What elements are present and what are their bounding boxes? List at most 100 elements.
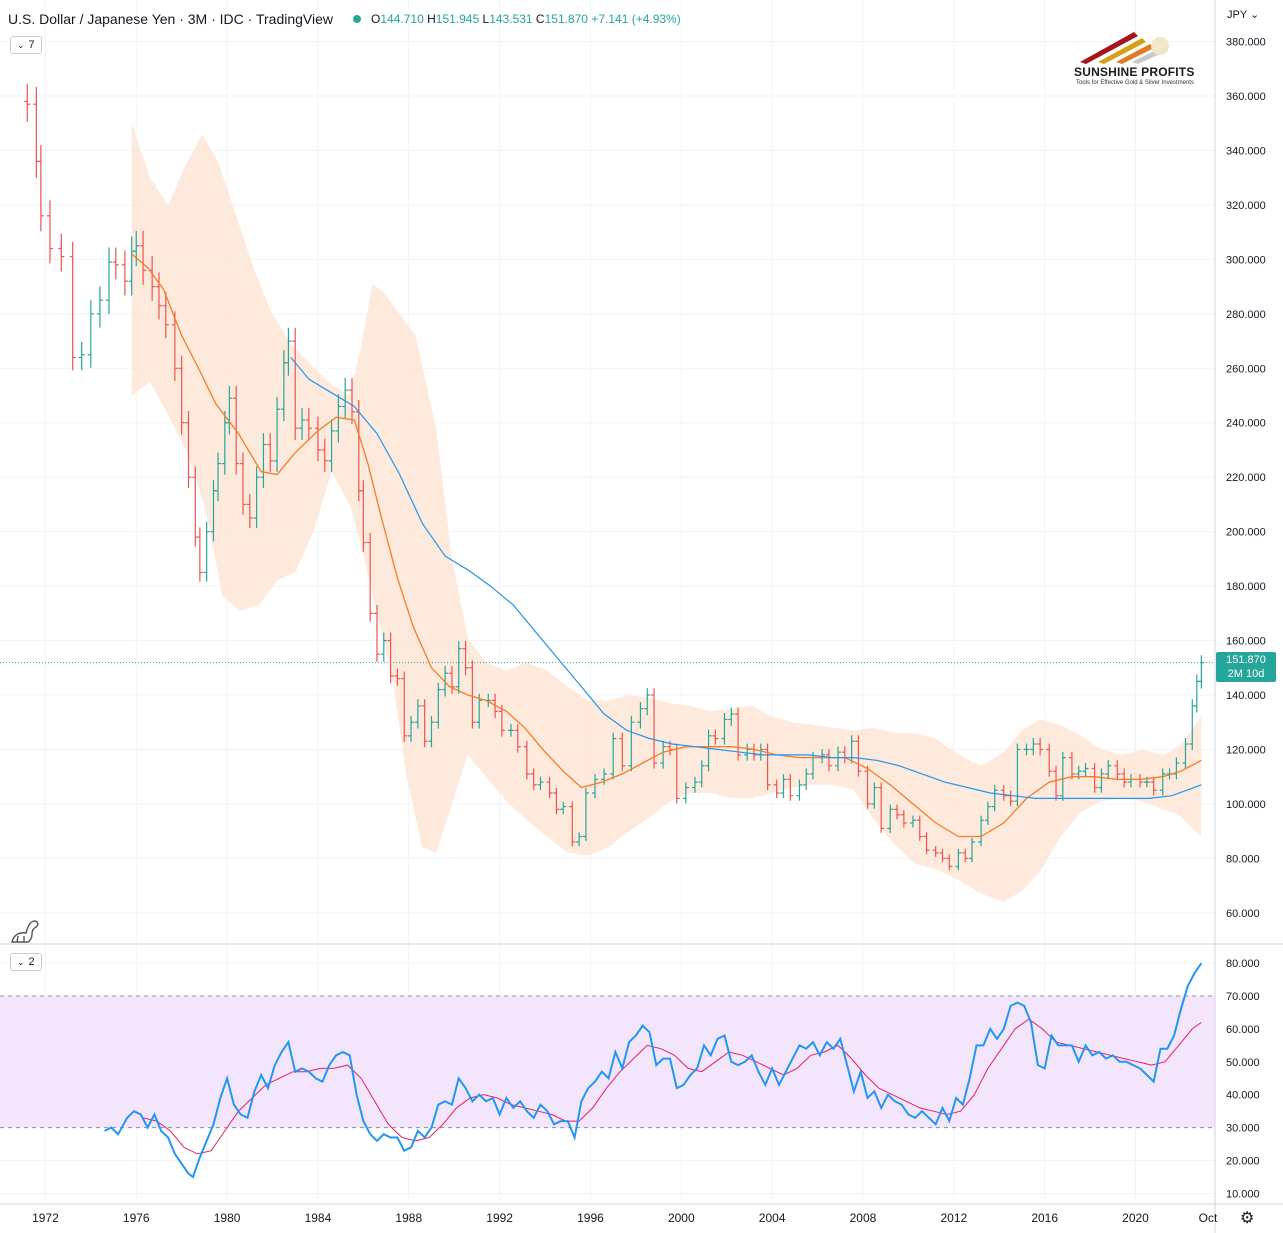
ohlc-bar xyxy=(1053,765,1060,801)
ohlc-bar xyxy=(46,200,53,264)
ohlc-bar xyxy=(955,848,962,871)
ohlc-bar xyxy=(305,408,312,440)
ohlc-bar xyxy=(637,701,644,729)
ohlc-bar xyxy=(537,776,544,791)
y-tick-label: 320.000 xyxy=(1226,200,1266,212)
logo-rays-icon xyxy=(1080,32,1169,64)
indicator-legend-count: 2 xyxy=(28,956,35,968)
x-tick-label: 2016 xyxy=(1031,1211,1058,1225)
ohlc-bar xyxy=(523,740,530,780)
ohlc-bar xyxy=(215,452,222,502)
x-tick-label: 2000 xyxy=(668,1211,695,1225)
ohlc-bar xyxy=(394,668,401,686)
ohlc-bar xyxy=(728,707,735,726)
y-tick-label: 220.000 xyxy=(1226,472,1266,484)
ohlc-bar xyxy=(569,801,576,847)
ohlc-bar xyxy=(1068,751,1075,780)
ohlc-bar xyxy=(408,715,415,742)
ohlc-bar xyxy=(360,480,367,553)
settings-gear-icon[interactable]: ⚙ xyxy=(1240,1210,1255,1227)
y-tick-label: 240.000 xyxy=(1226,418,1266,430)
ohlc-bar xyxy=(387,632,394,684)
sunshine-profits-logo: SUNSHINE PROFITS Tools for Effective Gol… xyxy=(1072,24,1202,90)
ohlc-bar xyxy=(1030,738,1037,756)
y-tick-label: 140.000 xyxy=(1226,690,1266,702)
ohlc-bar xyxy=(1023,743,1030,756)
ohlc-bar xyxy=(796,779,803,801)
rsi-y-tick-label: 10.000 xyxy=(1226,1188,1260,1200)
ohlc-bar xyxy=(835,746,842,772)
ohlc-bar xyxy=(507,724,514,737)
ohlc-bar xyxy=(991,785,998,812)
ohlc-bar xyxy=(435,682,442,729)
ohlc-bar xyxy=(349,377,356,424)
dinosaur-icon xyxy=(11,920,39,943)
main-legend-toggle[interactable]: ⌄ 7 xyxy=(10,36,42,54)
ohlc-bar xyxy=(498,704,505,737)
ohlc-bar xyxy=(1046,743,1053,777)
ohlc-bar xyxy=(978,815,985,847)
rsi-y-tick-label: 20.000 xyxy=(1226,1156,1260,1168)
ohlc-bar xyxy=(721,713,728,745)
last-price-value: 151.870 xyxy=(1226,654,1266,666)
ohlc-bar xyxy=(864,765,871,809)
ohlc-bar xyxy=(37,144,44,232)
x-tick-label: 1984 xyxy=(305,1211,332,1225)
ohlc-bar xyxy=(380,632,387,662)
chevron-down-icon: ⌄ xyxy=(17,956,25,967)
ohlc-bar xyxy=(923,832,930,855)
ohlc-bar xyxy=(1082,762,1089,777)
ohlc-bar xyxy=(69,241,76,371)
ohlc-values: O144.710 H151.945 L143.531 C151.870 +7.1… xyxy=(371,12,681,26)
logo-brand: SUNSHINE PROFITS xyxy=(1074,65,1195,79)
ohlc-bar xyxy=(253,466,260,529)
y-tick-label: 260.000 xyxy=(1226,363,1266,375)
ohlc-bar xyxy=(226,386,233,435)
y-tick-label: 200.000 xyxy=(1226,527,1266,539)
ohlc-bar xyxy=(321,438,328,472)
change-value: +7.141 (+4.93%) xyxy=(591,12,681,26)
currency-selector[interactable]: JPY ⌄ xyxy=(1227,8,1259,21)
ohlc-bar xyxy=(292,327,299,440)
rsi-y-tick-label: 30.000 xyxy=(1226,1123,1260,1135)
indicator-legend-toggle[interactable]: ⌄ 2 xyxy=(10,953,42,971)
ohlc-bar xyxy=(1105,760,1112,780)
ohlc-bar xyxy=(367,532,374,622)
ohlc-bar xyxy=(421,699,428,748)
ohlc-bar xyxy=(855,735,862,777)
ohlc-bar xyxy=(1182,738,1189,769)
ohlc-bar xyxy=(1059,751,1066,801)
ohlc-bar xyxy=(155,272,162,320)
ohlc-bar xyxy=(462,641,469,676)
low-value: 143.531 xyxy=(489,12,533,26)
y-tick-label: 280.000 xyxy=(1226,309,1266,321)
close-value: 151.870 xyxy=(544,12,588,26)
ohlc-bar xyxy=(894,804,901,820)
rsi-band xyxy=(0,995,1215,1129)
rsi-y-tick-label: 80.000 xyxy=(1226,958,1260,970)
chevron-down-icon: ⌄ xyxy=(17,39,25,50)
ohlc-bar xyxy=(984,801,991,825)
x-tick-label: 2020 xyxy=(1122,1211,1149,1225)
x-tick-label: 1972 xyxy=(32,1211,59,1225)
ohlc-bar xyxy=(939,848,946,863)
y-tick-label: 160.000 xyxy=(1226,636,1266,648)
ohlc-bar xyxy=(651,688,658,769)
x-tick-label: 2012 xyxy=(940,1211,967,1225)
ohlc-bar xyxy=(106,247,113,315)
chart-header: U.S. Dollar / Japanese Yen · 3M · IDC · … xyxy=(8,6,681,32)
ohlc-bar xyxy=(787,774,794,801)
ohlc-bar xyxy=(546,776,553,799)
rsi-y-tick-label: 70.000 xyxy=(1226,991,1260,1003)
ohlc-bar xyxy=(58,233,65,272)
ohlc-bar xyxy=(825,749,832,772)
symbol-title[interactable]: U.S. Dollar / Japanese Yen · 3M · IDC · … xyxy=(8,11,334,27)
bar-countdown: 2M 10d xyxy=(1227,668,1265,680)
ohlc-bar xyxy=(178,355,185,435)
ohlc-bar xyxy=(401,671,408,742)
y-tick-label: 180.000 xyxy=(1226,581,1266,593)
open-label: O xyxy=(371,12,381,26)
ohlc-bar xyxy=(1091,762,1098,793)
ohlc-bar xyxy=(185,410,192,488)
